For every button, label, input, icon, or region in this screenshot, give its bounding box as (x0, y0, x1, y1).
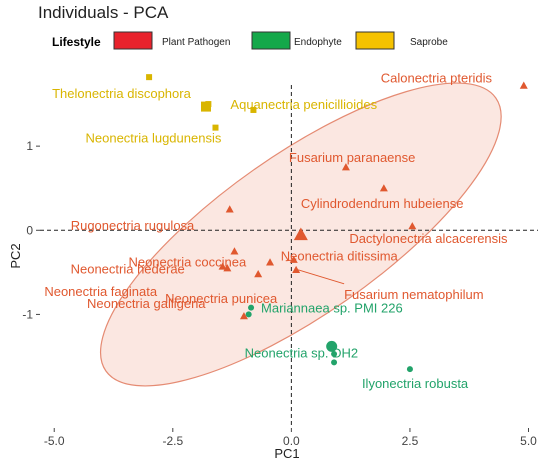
centroid-saprobe (201, 101, 211, 112)
point-fusarium-nematophilum (292, 265, 301, 274)
point-label-neonectria-faginata: Neonectria faginata (44, 284, 158, 299)
point-neonectria-ditissima (289, 255, 298, 263)
x-tick-label-0: -5.0 (44, 434, 65, 448)
point-neonectria-coccinea (230, 247, 239, 255)
plot-area: Calonectria pteridis Fusarium paranaense C… (22, 71, 538, 448)
point-label-mariannaea-sp-pmi-226: Mariannaea sp. PMI 226 (261, 301, 403, 316)
point-label-fusarium-paranaense: Fusarium paranaense (289, 150, 415, 165)
legend-label-plant-pathogen: Plant Pathogen (162, 37, 230, 48)
y-tick-label-1: 0 (26, 223, 33, 237)
label-pointer-fusarium-nematophilum (297, 269, 345, 285)
point-ilyonectria-robusta (406, 366, 413, 373)
legend-title: Lifestyle (52, 35, 101, 49)
legend-swatch-plant-pathogen (113, 31, 153, 50)
point-cylindrodendrum-hubeiense (379, 184, 388, 192)
point-label-neonectria-ditissima: Neonectria ditissima (281, 249, 399, 264)
legend: Lifestyle Plant Pathogen Endophyte Sapro… (52, 31, 448, 50)
point-calonectria-pteridis (519, 81, 528, 89)
x-tick-label-1: -2.5 (162, 434, 183, 448)
legend-swatch-endophyte (251, 31, 291, 50)
y-tick-label-2: -1 (22, 307, 33, 321)
point-dactylonectria-alcacerensis (408, 222, 417, 230)
x-tick-label-3: 2.5 (402, 434, 419, 448)
point-label-thelonectria-discophora: Thelonectria discophora (52, 86, 192, 101)
extra-marker-endophyte-2 (331, 359, 338, 366)
legend-swatch-saprobe (355, 31, 395, 50)
point-label-neonectria-hederae: Neonectria hederae (71, 261, 185, 276)
chart-title: Individuals - PCA (38, 3, 169, 22)
point-label-fusarium-nematophilum: Fusarium nematophilum (344, 287, 483, 302)
point-rugonectria-rugulosa (225, 205, 234, 213)
point-neonectria-punicea (254, 270, 263, 278)
extra-marker-endophyte-1 (331, 350, 338, 357)
point-label-aquanectria-penicillioides: Aquanectria penicillioides (230, 97, 377, 112)
point-label-rugonectria-rugulosa: Rugonectria rugulosa (71, 218, 195, 233)
point-neonectria-hederae (218, 262, 227, 270)
centroid-plant-pathogen (293, 227, 308, 241)
point-label-neonectria-sp-dh2: Neonectria sp. DH2 (245, 345, 358, 360)
point-mariannaea-sp-pmi-226 (248, 304, 255, 311)
point-neonectria-galligena (266, 258, 275, 266)
label-pointer-neonectria-ditissima (285, 259, 296, 262)
point-neonectria-sp-dh2 (328, 343, 335, 350)
point-label-ilyonectria-robusta: Ilyonectria robusta (362, 376, 469, 391)
x-tick-label-4: 5.0 (520, 434, 537, 448)
point-neonectria-lugdunensis (212, 124, 219, 131)
point-label-neonectria-lugdunensis: Neonectria lugdunensis (85, 131, 221, 146)
point-neonectria-faginata (223, 264, 232, 272)
point-label-calonectria-pteridis: Calonectria pteridis (381, 71, 493, 86)
point-label-neonectria-coccinea: Neonectria coccinea (128, 254, 247, 269)
point-label-neonectria-galligena: Neonectria galligena (87, 296, 206, 311)
point-thelonectria-discophora (146, 74, 153, 81)
extra-marker-plant-pathogen-4 (239, 312, 248, 320)
extra-marker-endophyte-3 (245, 311, 252, 318)
point-label-neonectria-punicea: Neonectria punicea (165, 291, 278, 306)
point-aquanectria-penicillioides (250, 106, 257, 113)
legend-label-saprobe: Saprobe (410, 37, 448, 48)
x-axis-label: PC1 (274, 446, 299, 461)
y-axis-label: PC2 (8, 243, 23, 268)
x-tick-label-2: 0.0 (283, 434, 300, 448)
legend-label-endophyte: Endophyte (294, 37, 342, 48)
point-fusarium-paranaense (341, 163, 350, 171)
point-label-dactylonectria-alcacerensis: Dactylonectria alcacerensis (349, 231, 508, 246)
point-label-cylindrodendrum-hubeiense: Cylindrodendrum hubeiense (301, 196, 464, 211)
y-tick-label-0: 1 (26, 139, 33, 153)
